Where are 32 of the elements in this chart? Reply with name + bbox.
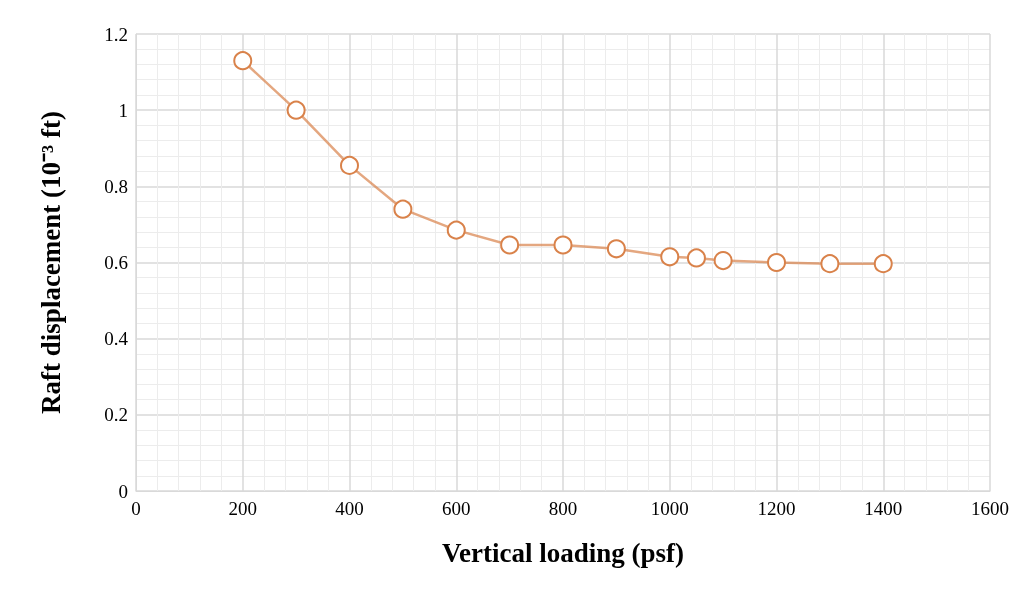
x-tick-label: 600 bbox=[442, 498, 471, 519]
y-tick-label: 0.2 bbox=[104, 404, 128, 426]
point bbox=[500, 235, 520, 255]
point bbox=[820, 254, 840, 274]
point bbox=[446, 220, 466, 240]
y-tick-label: 0.6 bbox=[104, 252, 128, 273]
x-tick-label: 1200 bbox=[757, 498, 796, 519]
point bbox=[393, 199, 413, 219]
point bbox=[713, 251, 733, 271]
point bbox=[553, 235, 573, 255]
x-axis-title: Vertical loading (psf) bbox=[442, 537, 684, 568]
x-tick-label: 200 bbox=[228, 498, 257, 519]
x-tick-label: 0 bbox=[131, 498, 141, 519]
y-tick-label: 0.4 bbox=[104, 328, 129, 350]
x-tick-label: 400 bbox=[335, 498, 364, 519]
y-tick-label: 0.8 bbox=[104, 175, 128, 197]
point bbox=[686, 248, 706, 268]
y-tick-label: 1.2 bbox=[104, 23, 128, 45]
x-tick-label: 1400 bbox=[864, 498, 903, 519]
x-tick-label: 800 bbox=[548, 498, 578, 519]
point bbox=[606, 239, 626, 259]
point bbox=[340, 155, 359, 175]
x-tick-label: 1000 bbox=[650, 498, 689, 519]
point bbox=[873, 254, 893, 274]
x-tick-label: 1600 bbox=[971, 498, 1009, 519]
point bbox=[286, 100, 306, 120]
y-axis-title: Raft displacement (10⁻³ ft) bbox=[35, 111, 66, 414]
y-tick-label: 1 bbox=[118, 99, 128, 121]
y-tick-label: 0 bbox=[118, 480, 128, 502]
point bbox=[767, 253, 786, 272]
point bbox=[660, 247, 680, 267]
point bbox=[233, 51, 253, 71]
